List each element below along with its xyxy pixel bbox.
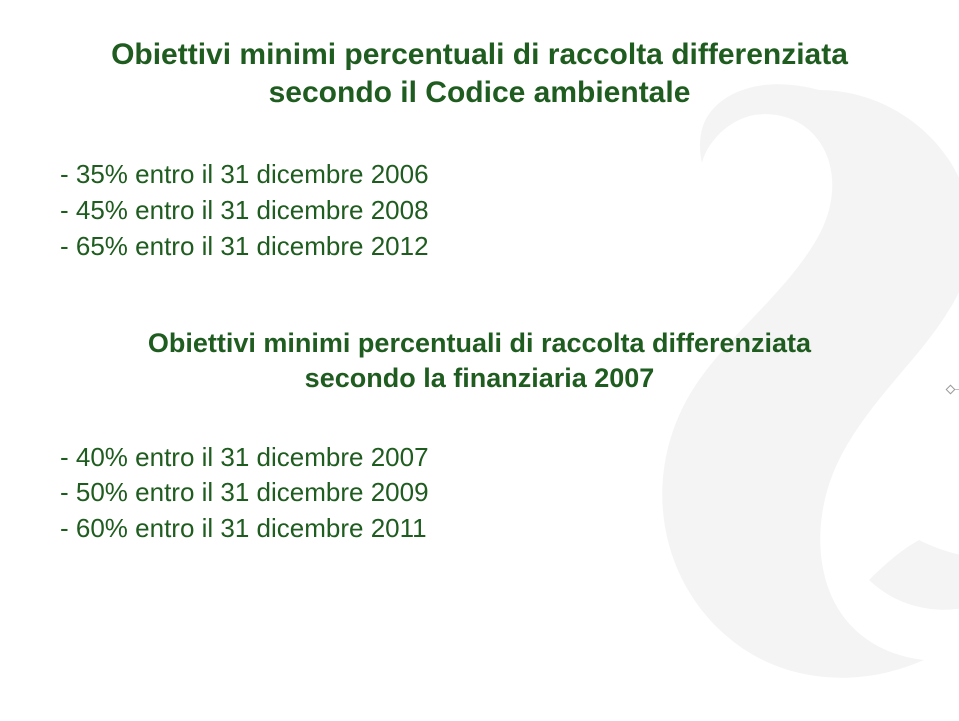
bullet-item: - 65% entro il 31 dicembre 2012: [60, 229, 905, 265]
bullet-item: - 50% entro il 31 dicembre 2009: [60, 475, 905, 511]
bullet-item: - 35% entro il 31 dicembre 2006: [60, 157, 905, 193]
title-line-1: Obiettivi minimi percentuali di raccolta…: [111, 38, 848, 71]
subtitle-line-1: Obiettivi minimi percentuali di raccolta…: [148, 328, 811, 358]
bullet-block-1: - 35% entro il 31 dicembre 2006 - 45% en…: [54, 157, 905, 265]
subtitle-line-2: secondo la finanziaria 2007: [305, 363, 655, 393]
slide-subtitle: Obiettivi minimi percentuali di raccolta…: [54, 326, 905, 395]
bullet-block-2: - 40% entro il 31 dicembre 2007 - 50% en…: [54, 440, 905, 548]
bullet-item: - 45% entro il 31 dicembre 2008: [60, 193, 905, 229]
slide-content: Obiettivi minimi percentuali di raccolta…: [0, 0, 959, 547]
title-line-2: secondo il Codice ambientale: [269, 76, 691, 109]
bullet-item: - 40% entro il 31 dicembre 2007: [60, 440, 905, 476]
bullet-item: - 60% entro il 31 dicembre 2011: [60, 511, 905, 547]
slide-title: Obiettivi minimi percentuali di raccolta…: [54, 36, 905, 113]
edit-handle-icon: [950, 389, 959, 390]
